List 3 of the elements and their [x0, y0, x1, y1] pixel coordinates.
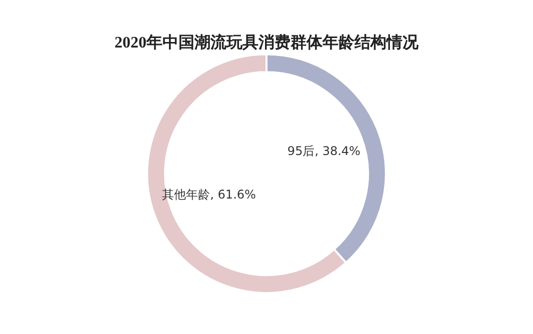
- slice-label: 其他年龄, 61.6%: [162, 188, 256, 202]
- slice-label: 95后, 38.4%: [287, 144, 360, 158]
- chart-title: 2020年中国潮流玩具消费群体年龄结构情况: [114, 32, 420, 52]
